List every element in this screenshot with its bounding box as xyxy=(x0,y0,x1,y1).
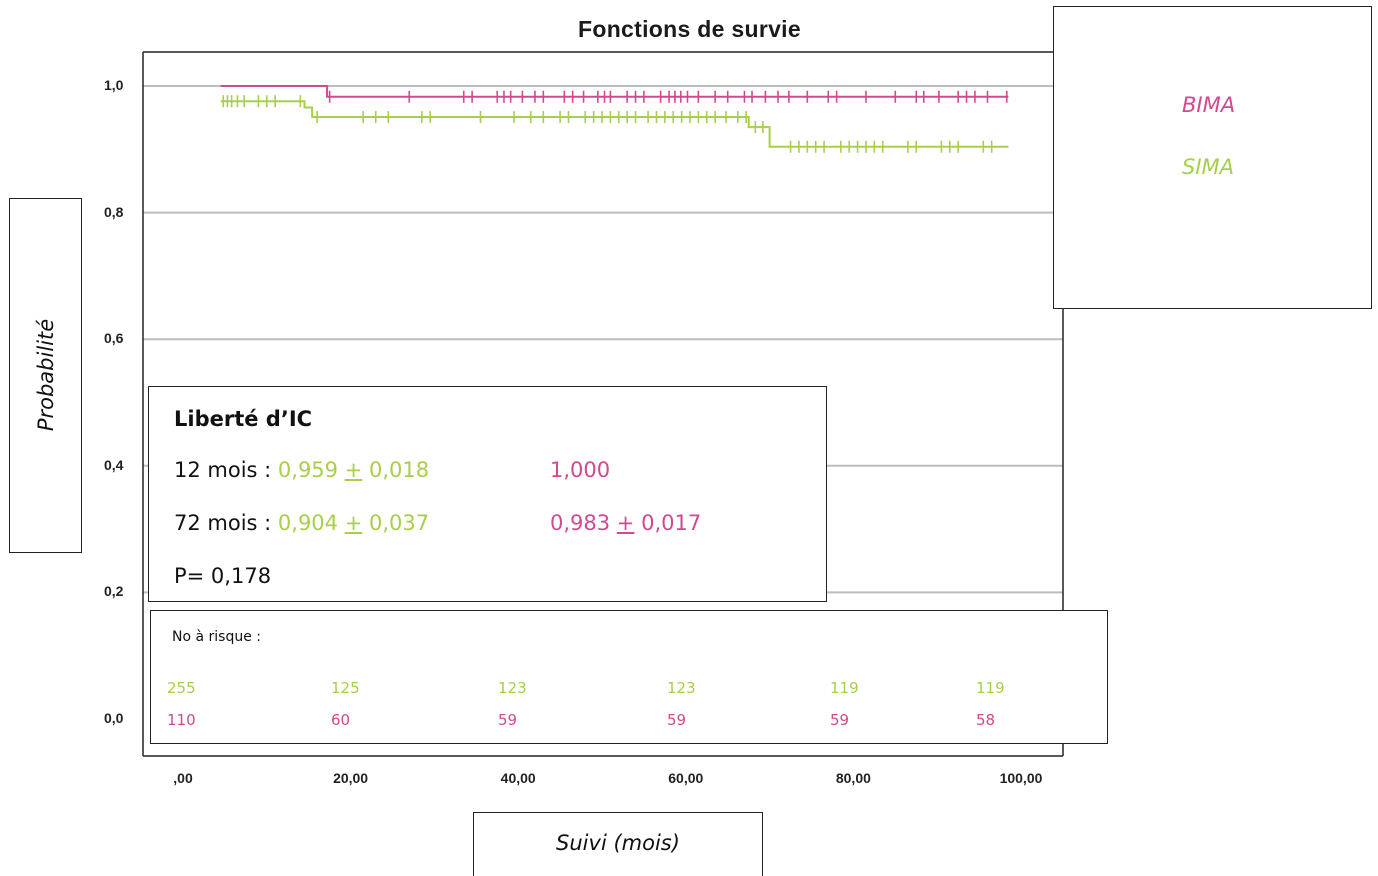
series-bima xyxy=(220,85,1009,103)
x-tick-label: 60,00 xyxy=(668,770,704,786)
stats-heading: Liberté d’IC xyxy=(174,407,313,431)
row72-bima-value: 0,983 xyxy=(550,511,617,535)
y-tick-label: 0,0 xyxy=(104,710,124,726)
at-risk-label: No à risque : xyxy=(172,629,261,645)
row12-sima-pm: + xyxy=(344,458,363,482)
at-risk-bima-cell: 110 xyxy=(167,711,196,729)
legend: BIMA SIMA xyxy=(1053,6,1372,309)
x-tick-label: 100,00 xyxy=(999,770,1043,786)
x-tick-label: ,00 xyxy=(173,770,193,786)
row12-label: 12 mois : xyxy=(174,458,278,482)
legend-bima-label: BIMA xyxy=(1182,93,1236,117)
at-risk-bima-cell: 59 xyxy=(830,711,850,729)
row72-bima-err: 0,017 xyxy=(634,511,702,535)
x-tick-label: 40,00 xyxy=(500,770,536,786)
chart-title: Fonctions de survie xyxy=(578,16,801,42)
stats-row-72: 72 mois : 0,904 + 0,037 xyxy=(174,511,429,535)
x-tick-label: 20,00 xyxy=(333,770,369,786)
row72-label: 72 mois : xyxy=(174,511,278,535)
y-tick-label: 1,0 xyxy=(104,77,124,93)
legend-sima-label: SIMA xyxy=(1182,155,1235,179)
row72-bima-pm: + xyxy=(616,511,635,535)
survival-curve-sima xyxy=(220,100,1009,148)
row12-bima-value: 1,000 xyxy=(550,458,611,482)
y-tick-label: 0,8 xyxy=(104,203,124,220)
at-risk-bima-cell: 59 xyxy=(667,711,687,729)
at-risk-sima-cell: 119 xyxy=(976,679,1005,697)
x-axis-label: Suivi (mois) xyxy=(556,831,680,855)
series-layer xyxy=(220,85,1009,153)
survival-curve-bima xyxy=(220,85,1009,98)
at-risk-bima-cell: 60 xyxy=(331,711,351,729)
row12-sima-err: 0,018 xyxy=(362,458,430,482)
x-axis-label-box: Suivi (mois) xyxy=(473,812,763,876)
at-risk-sima-cell: 119 xyxy=(830,679,859,697)
at-risk-sima-cell: 123 xyxy=(498,679,527,697)
row72-sima-pm: + xyxy=(344,511,363,535)
p-value: P= 0,178 xyxy=(174,564,272,588)
y-tick-label: 0,2 xyxy=(104,583,124,600)
series-sima xyxy=(220,95,1009,153)
at-risk-bima-cell: 58 xyxy=(976,711,996,729)
at-risk-table: No à risque : 255 125 123 123 119 119 110 60 59 5… xyxy=(150,610,1108,744)
at-risk-bima-cell: 59 xyxy=(498,711,518,729)
row72-sima-err: 0,037 xyxy=(362,511,430,535)
stats-row-12: 12 mois : 0,959 + 0,018 xyxy=(174,458,429,482)
y-axis-label: Probabilité xyxy=(34,318,58,432)
row72-bima: 0,983 + 0,017 xyxy=(550,511,701,535)
y-tick-label: 0,6 xyxy=(104,330,124,347)
at-risk-sima-cell: 123 xyxy=(667,679,696,697)
x-tick-label: 80,00 xyxy=(835,770,871,786)
y-tick-label: 0,4 xyxy=(104,456,124,473)
at-risk-sima-cell: 255 xyxy=(167,679,196,697)
y-axis-label-box: Probabilité xyxy=(9,198,82,553)
at-risk-sima-cell: 125 xyxy=(331,679,360,697)
row12-sima-value: 0,959 xyxy=(277,458,345,482)
stats-box: Liberté d’IC 12 mois : 0,959 + 0,018 1,0… xyxy=(148,386,827,602)
row72-sima-value: 0,904 xyxy=(277,511,345,535)
